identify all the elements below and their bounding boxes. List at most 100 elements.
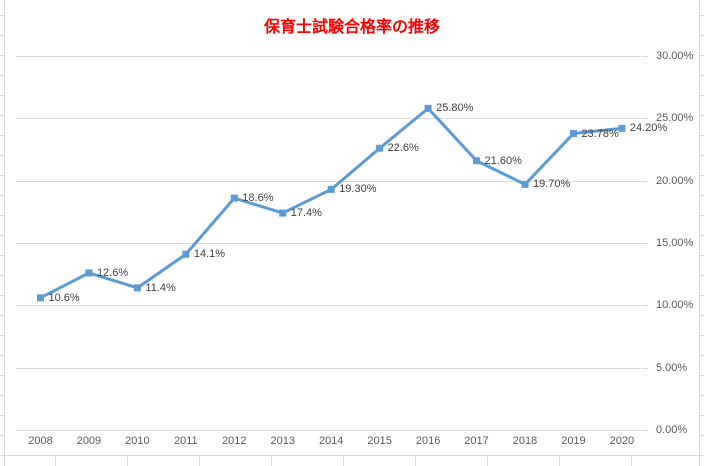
x-axis-label: 2008 <box>28 435 53 447</box>
sheet-row-tick <box>700 455 704 456</box>
sheet-row-tick <box>0 415 4 416</box>
y-axis-tick <box>641 305 648 307</box>
data-point-label: 17.4% <box>290 207 322 220</box>
sheet-row-tick <box>700 335 704 336</box>
sheet-row-tick <box>0 235 4 236</box>
sheet-row-tick <box>700 395 704 396</box>
sheet-row-tick <box>700 255 704 256</box>
sheet-row-tick <box>0 135 4 136</box>
sheet-row-tick <box>0 175 4 176</box>
data-point-marker <box>133 284 141 292</box>
x-axis-label: 2011 <box>174 435 198 447</box>
gridline <box>16 367 640 369</box>
sheet-row-tick <box>0 15 4 16</box>
data-point-label: 23.78% <box>581 127 619 140</box>
y-axis-tick <box>641 118 648 120</box>
x-axis-label: 2017 <box>464 435 489 447</box>
y-axis-label: 25.00% <box>656 112 694 125</box>
y-axis-label: 5.00% <box>656 361 688 374</box>
gridline <box>16 305 640 307</box>
data-point-label: 19.30% <box>339 183 377 196</box>
sheet-row-tick <box>0 95 4 96</box>
sheet-row-tick <box>700 275 704 276</box>
sheet-column-line <box>4 0 5 466</box>
x-axis-label: 2016 <box>415 435 441 447</box>
x-axis-label: 2019 <box>561 435 586 447</box>
y-axis-tick <box>641 56 648 57</box>
y-axis-label: 30.00% <box>656 50 694 62</box>
x-axis-label: 2014 <box>318 435 344 447</box>
sheet-row-tick <box>0 315 4 316</box>
y-axis-label: 15.00% <box>656 237 694 249</box>
sheet-row-tick <box>700 375 704 376</box>
data-point-marker <box>618 124 626 132</box>
data-point-label: 18.6% <box>242 192 274 205</box>
data-point-marker <box>279 209 287 217</box>
sheet-row-tick <box>700 195 704 196</box>
sheet-row-tick <box>0 275 4 276</box>
data-point-marker <box>376 144 384 152</box>
data-point-marker <box>182 250 190 258</box>
sheet-column-tick <box>631 456 632 466</box>
sheet-row-tick <box>700 155 704 156</box>
data-point-marker <box>85 269 93 277</box>
y-axis-tick <box>641 180 648 182</box>
sheet-row-tick <box>700 315 704 316</box>
data-point-marker <box>569 130 577 138</box>
y-axis-label: 20.00% <box>656 174 694 187</box>
data-point-label: 14.1% <box>193 248 226 261</box>
x-axis-label: 2015 <box>367 435 392 447</box>
data-point-label: 22.6% <box>387 142 419 155</box>
y-axis-tick <box>641 243 648 244</box>
gridline <box>16 243 640 244</box>
x-axis-label: 2010 <box>125 435 150 447</box>
data-point-label: 12.6% <box>96 266 129 279</box>
sheet-row-tick <box>700 55 704 56</box>
sheet-column-tick <box>271 456 272 466</box>
sheet-row-tick <box>700 355 704 356</box>
sheet-column-tick <box>559 456 560 466</box>
sheet-row-tick <box>0 55 4 56</box>
gridline <box>16 118 640 120</box>
data-point-label: 19.70% <box>533 178 571 191</box>
data-point-marker <box>327 185 335 193</box>
sheet-row-tick <box>0 355 4 356</box>
data-point-marker <box>37 294 44 302</box>
x-axis-label: 2012 <box>222 435 247 447</box>
sheet-row-tick <box>700 135 704 136</box>
sheet-row-tick <box>700 435 704 436</box>
sheet-row-tick <box>0 195 4 196</box>
sheet-row-tick <box>0 75 4 76</box>
sheet-row-tick <box>700 175 704 176</box>
data-point-marker <box>521 180 529 188</box>
sheet-column-tick <box>127 456 128 466</box>
x-axis-label: 2020 <box>609 435 635 447</box>
sheet-row-tick <box>700 15 704 16</box>
sheet-row-tick <box>0 455 4 456</box>
sheet-column-line <box>699 0 700 466</box>
sheet-row-tick <box>700 215 704 216</box>
sheet-row-tick <box>700 415 704 416</box>
sheet-column-tick <box>487 456 488 466</box>
y-axis-tick <box>641 367 648 369</box>
gridline <box>16 180 640 182</box>
sheet-row-tick <box>700 95 704 96</box>
data-point-marker <box>230 194 238 202</box>
x-axis-label: 2018 <box>512 435 538 447</box>
sheet-row-line <box>0 455 704 456</box>
sheet-row-tick <box>700 75 704 76</box>
sheet-row-tick <box>700 235 704 236</box>
data-point-marker <box>424 104 432 112</box>
data-point-label: 11.4% <box>145 281 176 294</box>
sheet-row-tick <box>0 115 4 116</box>
sheet-row-tick <box>700 295 704 296</box>
y-axis-label: 0.00% <box>656 424 688 436</box>
sheet-column-tick <box>415 456 416 466</box>
sheet-column-tick <box>199 456 200 466</box>
x-axis-label: 2009 <box>76 435 102 447</box>
chart-title: 保育士試験合格率の推移 <box>263 19 440 36</box>
sheet-row-tick <box>0 215 4 216</box>
sheet-row-tick <box>0 295 4 296</box>
